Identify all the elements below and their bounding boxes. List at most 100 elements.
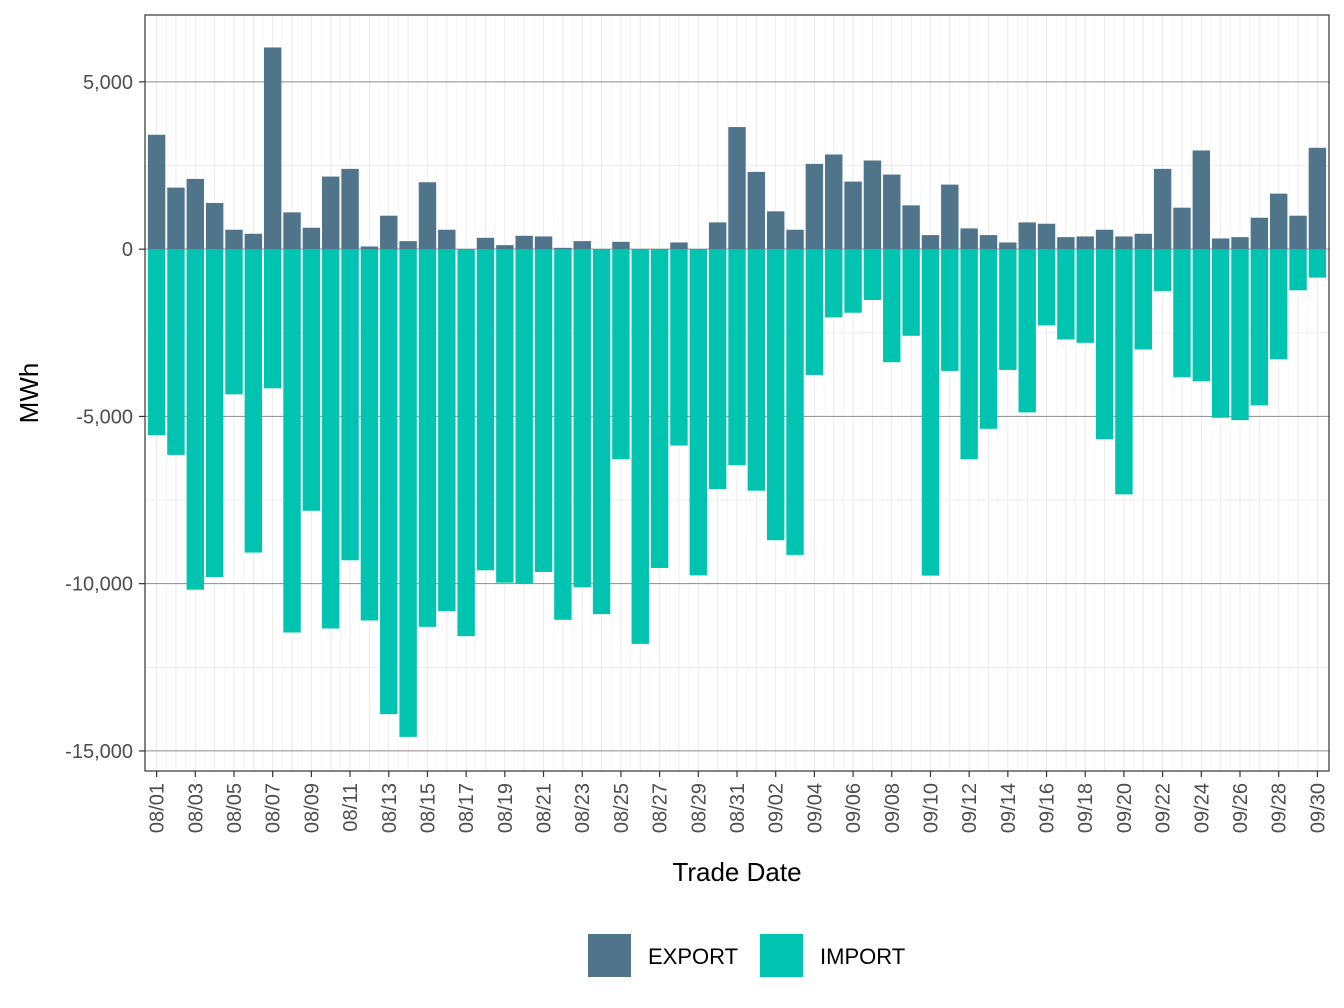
y-axis: 5,000 0 -5,000 -10,000 -15,000 <box>65 72 145 763</box>
legend-label-import: IMPORT <box>820 944 905 969</box>
bar-export <box>244 233 263 250</box>
bar-import <box>244 249 263 553</box>
bar-export <box>1153 168 1172 250</box>
bar-export <box>302 227 321 250</box>
bar-import <box>167 249 185 455</box>
bar-import <box>380 249 398 715</box>
legend: EXPORT IMPORT <box>588 934 905 977</box>
x-tick-label: 09/04 <box>804 783 826 833</box>
bar-export <box>825 154 843 250</box>
bar-export <box>147 134 166 250</box>
bar-export <box>805 163 824 250</box>
bar-export <box>418 182 437 250</box>
bar-import <box>1018 249 1036 413</box>
bar-export <box>670 242 688 250</box>
bar-import <box>1115 249 1133 495</box>
x-tick-label: 09/14 <box>998 783 1020 833</box>
bar-export <box>360 246 379 250</box>
bars <box>147 47 1327 737</box>
bar-import <box>186 249 205 590</box>
bar-import <box>1231 249 1249 421</box>
x-tick-label: 08/13 <box>379 783 401 833</box>
bar-import <box>205 249 224 577</box>
bar-import <box>1095 249 1114 440</box>
bar-export <box>186 178 205 250</box>
x-tick-label: 09/12 <box>959 783 981 833</box>
bar-export <box>496 245 514 250</box>
bar-export <box>1192 150 1211 250</box>
bar-import <box>360 249 379 621</box>
bar-export <box>1250 217 1269 250</box>
bar-import <box>1173 249 1191 378</box>
bar-import <box>496 249 514 583</box>
x-tick-label: 08/11 <box>340 783 362 832</box>
x-tick-label: 08/19 <box>495 783 517 833</box>
x-tick-label: 09/06 <box>843 783 865 833</box>
legend-swatch-import <box>760 934 803 977</box>
bar-export <box>999 242 1017 250</box>
x-tick-label: 08/15 <box>417 783 439 833</box>
bar-import <box>786 249 804 555</box>
bar-export <box>1308 147 1327 250</box>
x-tick-label: 09/08 <box>882 783 904 833</box>
bar-export <box>380 215 398 250</box>
y-tick-label: 5,000 <box>83 72 133 94</box>
bar-import <box>999 249 1017 370</box>
bar-export <box>747 171 766 250</box>
y-tick-label: 0 <box>122 239 133 261</box>
bar-export <box>1134 233 1152 250</box>
bar-import <box>825 249 843 318</box>
bar-import <box>844 249 862 313</box>
bar-export <box>322 176 340 250</box>
bar-import <box>708 249 727 490</box>
bar-import <box>941 249 959 371</box>
bar-export <box>1269 193 1288 250</box>
bar-import <box>650 249 669 568</box>
bar-import <box>728 249 746 466</box>
x-tick-label: 09/18 <box>1075 783 1097 833</box>
bar-export <box>1057 237 1075 250</box>
bar-export <box>863 160 882 250</box>
bar-export <box>1018 222 1036 250</box>
legend-label-export: EXPORT <box>648 944 738 969</box>
bar-export <box>1095 229 1114 250</box>
bar-import <box>592 249 611 615</box>
bar-import <box>1153 249 1172 291</box>
bar-export <box>960 228 978 250</box>
x-tick-label: 08/29 <box>688 783 710 833</box>
bar-import <box>515 249 533 585</box>
bar-import <box>322 249 340 629</box>
x-tick-label: 09/26 <box>1230 783 1252 833</box>
bar-import <box>573 249 591 588</box>
x-tick-label: 08/01 <box>147 783 169 833</box>
bar-import <box>534 249 553 572</box>
bar-export <box>708 222 727 250</box>
bar-export <box>167 187 185 250</box>
x-tick-label: 08/09 <box>301 783 323 833</box>
bar-import <box>341 249 359 561</box>
x-tick-label: 08/07 <box>263 783 285 833</box>
bar-import <box>766 249 785 541</box>
bar-export <box>844 181 862 250</box>
y-tick-label: -15,000 <box>65 741 133 763</box>
bar-import <box>863 249 882 301</box>
bar-export <box>1115 236 1133 250</box>
x-tick-label: 08/27 <box>650 783 672 833</box>
bar-import <box>1250 249 1269 406</box>
y-tick-label: -5,000 <box>76 406 133 428</box>
bar-export <box>1211 238 1230 250</box>
bar-import <box>225 249 243 395</box>
bar-import <box>805 249 824 375</box>
bar-import <box>438 249 456 612</box>
bar-export <box>1173 207 1191 250</box>
x-tick-label: 08/05 <box>224 783 246 833</box>
bar-import <box>612 249 630 460</box>
x-axis-title: Trade Date <box>672 857 801 887</box>
x-axis: 08/01 08/03 08/05 08/07 08/09 08/11 08/13 08/15… <box>147 771 1329 833</box>
bar-export <box>979 235 998 250</box>
x-tick-label: 09/16 <box>1037 783 1059 833</box>
bar-import <box>418 249 437 627</box>
x-tick-label: 09/10 <box>920 783 942 833</box>
bar-export <box>786 229 804 250</box>
